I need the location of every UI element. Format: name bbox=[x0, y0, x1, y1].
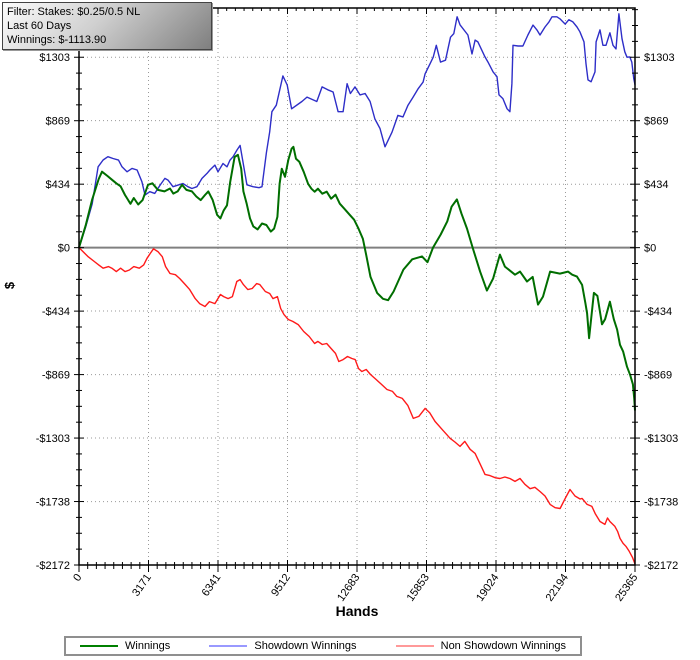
series-line-showdown-winnings bbox=[78, 13, 636, 248]
y-tick-label-right: $869 bbox=[644, 116, 668, 128]
legend-line-showdown-winnings-icon bbox=[209, 645, 248, 647]
y-tick-label: $869 bbox=[46, 116, 70, 128]
legend-label-winnings: Winnings bbox=[125, 640, 171, 652]
x-tick-label: 12683 bbox=[335, 572, 362, 604]
y-tick-label: -$869 bbox=[42, 370, 70, 382]
y-axis-title: $ bbox=[2, 281, 18, 290]
y-tick-label-right: -$2172 bbox=[644, 560, 678, 572]
legend-item-non-showdown-winnings: Non Showdown Winnings bbox=[395, 640, 566, 652]
plot-frame bbox=[78, 7, 636, 566]
info-line-filter: Filter: Stakes: $0.25/0.5 NL bbox=[7, 6, 141, 18]
legend-item-showdown-winnings: Showdown Winnings bbox=[209, 640, 357, 652]
y-tick-label: -$1738 bbox=[36, 497, 70, 509]
x-tick-label: 6341 bbox=[200, 572, 224, 599]
y-tick-label: $0 bbox=[58, 243, 70, 255]
legend-line-non-showdown-winnings-icon bbox=[395, 645, 434, 647]
y-tick-label-right: $0 bbox=[644, 243, 656, 255]
x-tick-label: 9512 bbox=[269, 572, 293, 599]
x-tick-label: 22194 bbox=[544, 572, 571, 604]
x-tick-label: 25365 bbox=[613, 572, 640, 604]
filter-info-box: Filter: Stakes: $0.25/0.5 NL Last 60 Day… bbox=[2, 2, 212, 50]
y-tick-label-right: $434 bbox=[644, 179, 668, 191]
y-tick-label: -$1303 bbox=[36, 433, 70, 445]
legend-item-winnings: Winnings bbox=[80, 640, 170, 652]
y-tick-label-right: -$434 bbox=[644, 306, 672, 318]
x-tick-label: 19024 bbox=[474, 572, 501, 604]
x-tick-label: 3171 bbox=[130, 572, 154, 599]
series-line-winnings bbox=[78, 145, 636, 411]
y-tick-label: $1303 bbox=[39, 52, 70, 64]
y-tick-label: -$434 bbox=[42, 306, 70, 318]
legend: Winnings Showdown Winnings Non Showdown … bbox=[64, 636, 582, 656]
x-axis-title: Hands bbox=[335, 603, 379, 619]
y-tick-label-right: -$1738 bbox=[644, 497, 678, 509]
legend-label-non-showdown-winnings: Non Showdown Winnings bbox=[440, 640, 566, 652]
info-line-winnings: Winnings: $-1113.90 bbox=[7, 34, 107, 46]
legend-label-showdown-winnings: Showdown Winnings bbox=[254, 640, 357, 652]
x-tick-label: 0 bbox=[71, 572, 84, 584]
info-line-range: Last 60 Days bbox=[7, 20, 72, 32]
y-tick-label-right: -$869 bbox=[644, 370, 672, 382]
y-tick-label: $434 bbox=[46, 179, 70, 191]
y-tick-label: -$2172 bbox=[36, 560, 70, 572]
legend-line-winnings-icon bbox=[80, 645, 118, 647]
x-tick-label: 15853 bbox=[405, 572, 432, 604]
series-line-non-showdown-winnings bbox=[78, 247, 636, 565]
y-tick-label-right: $1303 bbox=[644, 52, 675, 64]
y-tick-label-right: -$1303 bbox=[644, 433, 678, 445]
